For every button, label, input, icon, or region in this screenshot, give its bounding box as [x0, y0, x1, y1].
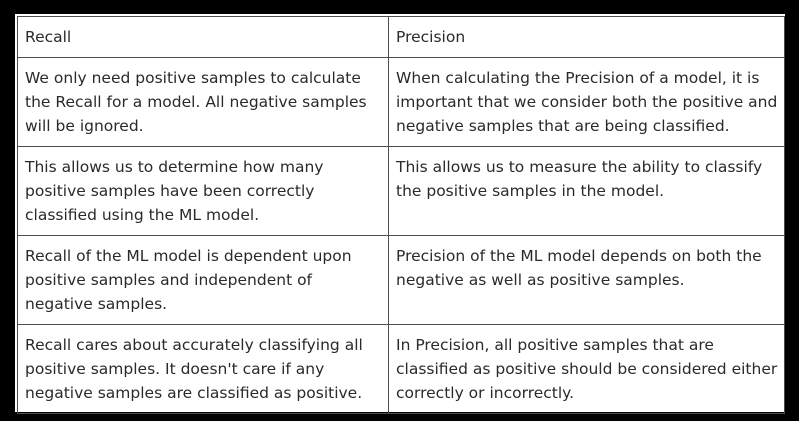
precision-cell: When calculating the Precision of a mode…: [388, 57, 785, 147]
recall-cell: We only need positive samples to calcula…: [17, 57, 389, 147]
recall-cell: Recall cares about accurately classifyin…: [17, 324, 389, 414]
recall-precision-table: Recall Precision We only need positive s…: [17, 16, 785, 414]
header-recall: Recall: [17, 16, 389, 58]
table-row: This allows us to determine how many pos…: [17, 146, 785, 236]
table-frame: Recall Precision We only need positive s…: [15, 14, 785, 414]
table-row: Recall of the ML model is dependent upon…: [17, 235, 785, 325]
recall-cell: Recall of the ML model is dependent upon…: [17, 235, 389, 325]
recall-cell: This allows us to determine how many pos…: [17, 146, 389, 236]
header-precision: Precision: [388, 16, 785, 58]
precision-cell: In Precision, all positive samples that …: [388, 324, 785, 414]
table-row: Recall cares about accurately classifyin…: [17, 324, 785, 414]
table-header-row: Recall Precision: [17, 16, 785, 58]
precision-cell: Precision of the ML model depends on bot…: [388, 235, 785, 325]
precision-cell: This allows us to measure the ability to…: [388, 146, 785, 236]
table-row: We only need positive samples to calcula…: [17, 57, 785, 147]
